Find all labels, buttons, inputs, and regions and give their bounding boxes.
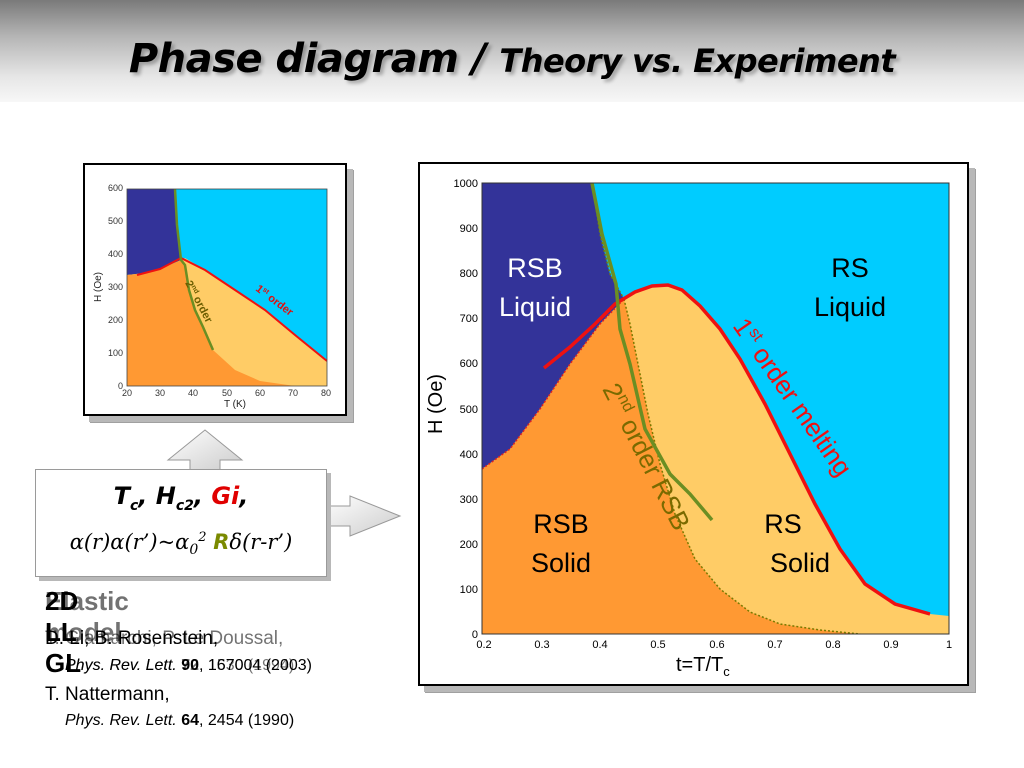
small-x-label: T (K) [224, 399, 246, 410]
small-xtick: 30 [155, 388, 165, 398]
small-ytick: 300 [108, 282, 123, 292]
small-ytick: 200 [108, 315, 123, 325]
main-xtick: 0.9 [883, 639, 898, 651]
first-order-melting-line [542, 283, 931, 616]
experimental-phase-diagram: 0 100 200 300 400 500 600 20 30 40 50 60… [83, 163, 347, 416]
small-ytick: 400 [108, 249, 123, 259]
parameter-box: Tc, Hc2, Gi, α(r)α(r’)~α02 Rδ(r-r’) [35, 469, 327, 577]
ref-citation-b: Phys. Rev. Lett. 72, 1530 (1994) [65, 657, 295, 674]
main-ytick: 0 [472, 629, 478, 641]
ref-heading-b: Elastic model [45, 586, 129, 647]
main-ytick: 900 [460, 223, 478, 235]
svg-text:RSB: RSB [507, 253, 563, 283]
rsb-solid-label: RSB Solid [531, 509, 591, 578]
title-part2: Theory vs. Experiment [499, 42, 896, 80]
small-ytick: 600 [108, 183, 123, 193]
slide-title: Phase diagram / Theory vs. Experiment [0, 36, 1024, 82]
small-y-ticks: 0 100 200 300 400 500 600 [108, 183, 123, 391]
small-xtick: 60 [255, 388, 265, 398]
rsb-liquid-region [482, 183, 624, 469]
svg-text:RS: RS [764, 509, 802, 539]
main-xtick: 0.7 [767, 639, 782, 651]
main-xtick: 0.4 [592, 639, 607, 651]
main-ytick: 1000 [454, 178, 478, 190]
svg-text:RSB: RSB [533, 509, 589, 539]
small-xtick: 50 [222, 388, 232, 398]
main-xtick: 0.8 [825, 639, 840, 651]
small-ytick: 500 [108, 216, 123, 226]
main-xtick: 0.6 [709, 639, 724, 651]
rs-solid-label: RS Solid [764, 509, 830, 578]
small-ytick: 0 [118, 381, 123, 391]
main-ytick: 600 [460, 358, 478, 370]
ref-heading-a: 2D LL GL [45, 586, 82, 678]
small-xtick: 20 [122, 388, 132, 398]
ref-authors-a: D. Li, B. Rosenstein, [45, 628, 219, 649]
rs-liquid-label: RS Liquid [814, 253, 886, 322]
svg-text:RS: RS [831, 253, 869, 283]
small-xtick: 40 [188, 388, 198, 398]
svg-text:Solid: Solid [531, 548, 591, 578]
rsb-liquid-label: RSB Liquid [499, 253, 571, 322]
main-xtick: 1 [946, 639, 952, 651]
right-arrow-icon [324, 495, 402, 537]
main-ytick: 200 [460, 539, 478, 551]
main-x-label: t=T/Tc [676, 654, 730, 679]
param-line-1: Tc, Hc2, Gi, [113, 482, 249, 514]
theory-phase-diagram: 0 100 200 300 400 500 600 700 800 900 10… [418, 162, 969, 686]
second-order-rsb-line [590, 183, 714, 522]
main-ytick: 500 [460, 404, 478, 416]
small-y-label: H (Oe) [93, 272, 104, 302]
main-ytick: 300 [460, 494, 478, 506]
param-line-2: α(r)α(r’)~α02 Rδ(r-r’) [69, 530, 293, 559]
small-x-ticks: 20 30 40 50 60 70 80 [122, 388, 331, 398]
main-ytick: 100 [460, 584, 478, 596]
small-xtick: 80 [321, 388, 331, 398]
main-ytick: 700 [460, 313, 478, 325]
svg-text:Liquid: Liquid [814, 292, 886, 322]
ref-authors-c: T. Nattermann, [45, 684, 170, 705]
svg-text:Liquid: Liquid [499, 292, 571, 322]
small-ytick: 100 [108, 348, 123, 358]
main-ytick: 800 [460, 268, 478, 280]
title-band [0, 0, 1024, 102]
svg-text:Solid: Solid [770, 548, 830, 578]
main-y-label: H (Oe) [425, 374, 447, 434]
main-ytick: 400 [460, 449, 478, 461]
main-xtick: 0.5 [650, 639, 665, 651]
rsb-solid-region [482, 299, 860, 634]
ref-authors-b: T. Giamarchi, P. Le Doussal, [45, 628, 284, 649]
ref-citation-c: Phys. Rev. Lett. 64, 2454 (1990) [65, 712, 295, 729]
main-x-ticks: 0.2 0.3 0.4 0.5 0.6 0.7 0.8 0.9 1 [476, 639, 952, 651]
title-part1: Phase diagram / [128, 36, 487, 82]
main-y-ticks: 0 100 200 300 400 500 600 700 800 900 10… [454, 178, 478, 641]
main-xtick: 0.2 [476, 639, 491, 651]
up-arrow-icon [166, 429, 244, 471]
main-xtick: 0.3 [534, 639, 549, 651]
ref-citation-a: Phys. Rev. Lett. 90, 167004 (2003) [65, 657, 312, 674]
small-xtick: 70 [288, 388, 298, 398]
